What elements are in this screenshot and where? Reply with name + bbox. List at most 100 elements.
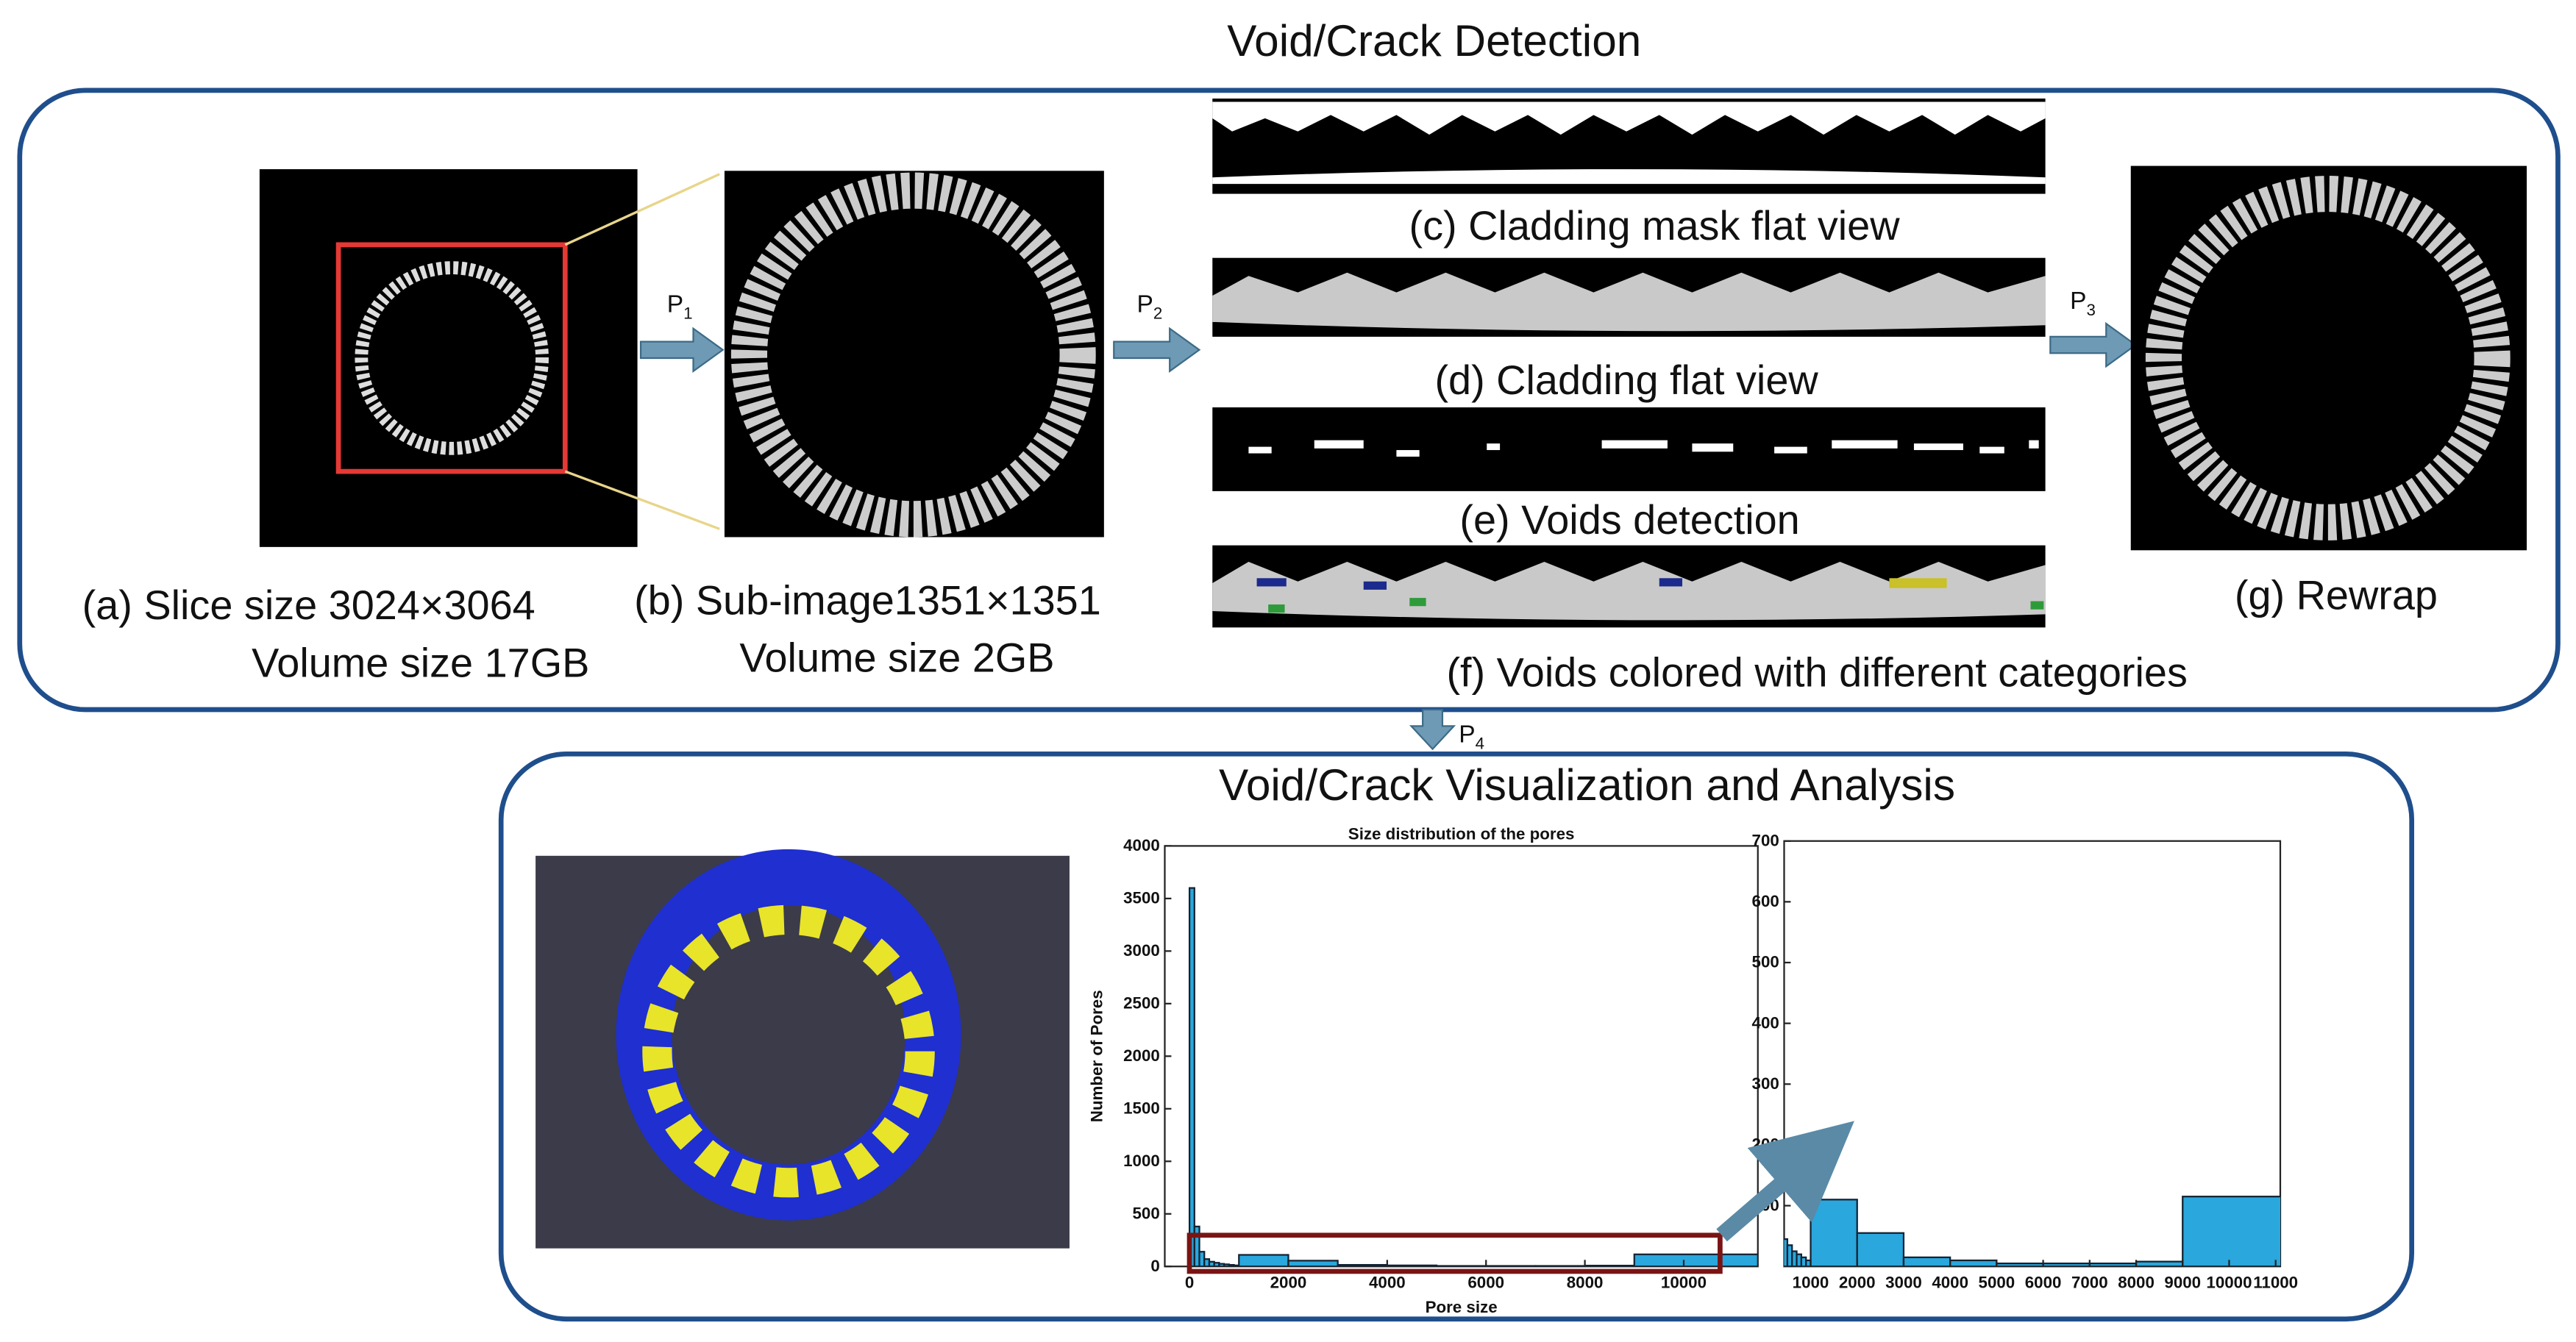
y-tick-label: 500 <box>1752 953 1779 971</box>
y-tick-label: 2000 <box>1123 1046 1160 1065</box>
bar <box>1778 1224 1782 1266</box>
analysis-box <box>498 751 2415 1322</box>
y-tick-label: 700 <box>1752 831 1779 849</box>
arrow: P2 <box>1113 290 1201 374</box>
y-tick-label: 3000 <box>1123 941 1160 960</box>
x-tick-label: 6000 <box>1467 1273 1504 1291</box>
bar <box>2182 1196 2280 1267</box>
bar <box>1485 1265 1537 1267</box>
mask-shape <box>1212 169 2046 185</box>
x-tick-label: 5000 <box>1979 1273 2015 1291</box>
void-colors <box>1256 578 2044 613</box>
y-tick-label: 0 <box>1150 1257 1159 1275</box>
zoom-arrow <box>1716 1121 1854 1242</box>
cladding-band <box>1212 561 2046 621</box>
y-tick-label: 500 <box>1133 1204 1160 1222</box>
bar <box>1287 1260 1339 1267</box>
bars <box>1188 887 1758 1267</box>
y-axis-label: Number of Pores <box>1088 990 1106 1122</box>
y-tick-label: 600 <box>1752 892 1779 910</box>
bar <box>1949 1259 1998 1267</box>
arrow-label: P3 <box>2070 288 2096 319</box>
slice-image <box>259 169 638 547</box>
bar <box>1193 1225 1200 1267</box>
y-tick-label: 1500 <box>1123 1099 1160 1118</box>
y-tick-label: 1000 <box>1123 1152 1160 1170</box>
bar <box>1534 1265 1586 1267</box>
caption: (d) Cladding flat view <box>1434 357 1818 403</box>
void-spots <box>1248 440 2039 457</box>
bar <box>1810 1199 1858 1267</box>
caption: (b) Sub-image1351×1351 <box>634 577 1101 623</box>
x-tick-label: 9000 <box>2164 1273 2201 1291</box>
bar <box>1902 1256 1951 1267</box>
bar <box>1337 1263 1388 1267</box>
section-title: Void/Crack Visualization and Analysis <box>1219 760 1955 810</box>
histogram: 0 2000 4000 6000 8000 10000 0 500 1000 1500 2000 25… <box>1088 824 1759 1316</box>
x-tick-label: 6000 <box>2025 1273 2062 1291</box>
x-tick-label: 10000 <box>2206 1273 2252 1291</box>
bar <box>1996 1262 2044 1267</box>
x-tick-label: 8000 <box>2118 1273 2155 1291</box>
caption: Volume size 17GB <box>252 639 589 685</box>
y-tick-label: 200 <box>1752 1135 1779 1154</box>
arrow: P1 <box>639 290 725 374</box>
histogram-zoom: 1000 2000 3000 4000 5000 6000 7000 8000 9000 1000… <box>1752 831 2299 1291</box>
caption: Volume size 2GB <box>739 635 1054 681</box>
x-tick-label: 2000 <box>1839 1273 1876 1291</box>
subimage <box>724 171 1104 538</box>
rewrap-image <box>2130 165 2527 551</box>
cladding-ring <box>355 261 549 455</box>
bar <box>1633 1253 1758 1267</box>
cladding-ring <box>730 172 1096 538</box>
x-axis-label: Pore size <box>1426 1298 1498 1316</box>
y-tick-label: 400 <box>1752 1013 1779 1032</box>
arrow-label: P2 <box>1137 290 1163 322</box>
x-tick-label: 4000 <box>1932 1273 1968 1291</box>
x-tick-label: 7000 <box>2071 1273 2108 1291</box>
caption: (e) Voids detection <box>1459 496 1799 543</box>
x-tick-label: 8000 <box>1567 1273 1604 1291</box>
y-tick-label: 3500 <box>1123 889 1160 907</box>
bar <box>2135 1260 2184 1267</box>
caption: (a) Slice size 3024×3064 <box>82 582 536 628</box>
arrow-label: P1 <box>667 290 693 322</box>
highlight-box <box>1186 1232 1723 1274</box>
caption: (c) Cladding mask flat view <box>1409 202 1901 249</box>
arrow: P3 <box>2049 288 2138 368</box>
zoom-line <box>564 173 720 246</box>
bar <box>2088 1262 2138 1267</box>
x-tick-label: 4000 <box>1369 1273 1406 1291</box>
x-tick-label: 11000 <box>2253 1273 2298 1291</box>
bar <box>2042 1262 2091 1267</box>
y-tick-label: 4000 <box>1123 836 1160 854</box>
x-tick-label: 2000 <box>1270 1273 1307 1291</box>
bar <box>1435 1265 1487 1267</box>
tube-render <box>642 904 935 1198</box>
x-tick-label: 3000 <box>1885 1273 1922 1291</box>
arrow: P4 <box>1409 708 1484 753</box>
x-tick-label: 10000 <box>1661 1273 1707 1291</box>
cladding-ring <box>2145 176 2511 540</box>
bar <box>1856 1232 1905 1267</box>
crop-box <box>335 242 568 474</box>
plot-area <box>1164 845 1759 1268</box>
chart-title: Size distribution of the pores <box>1348 824 1575 843</box>
caption: (f) Voids colored with different categor… <box>1446 649 2187 696</box>
arrow-label: P4 <box>1459 721 1484 753</box>
x-tick-label: 1000 <box>1793 1273 1829 1291</box>
section-title: Void/Crack Detection <box>1227 15 1641 65</box>
detection-box <box>17 88 2561 713</box>
bar <box>1188 887 1195 1267</box>
x-tick-label: 0 <box>1185 1273 1194 1291</box>
y-tick-label: 300 <box>1752 1074 1779 1093</box>
cladding-band <box>1212 272 2046 332</box>
mask-shape <box>1212 101 2046 135</box>
caption: (g) Rewrap <box>2235 572 2438 618</box>
y-tick-label: 2500 <box>1123 994 1160 1013</box>
voids-strip <box>1212 407 2046 491</box>
bar <box>1238 1254 1289 1267</box>
zoom-line <box>564 470 720 530</box>
